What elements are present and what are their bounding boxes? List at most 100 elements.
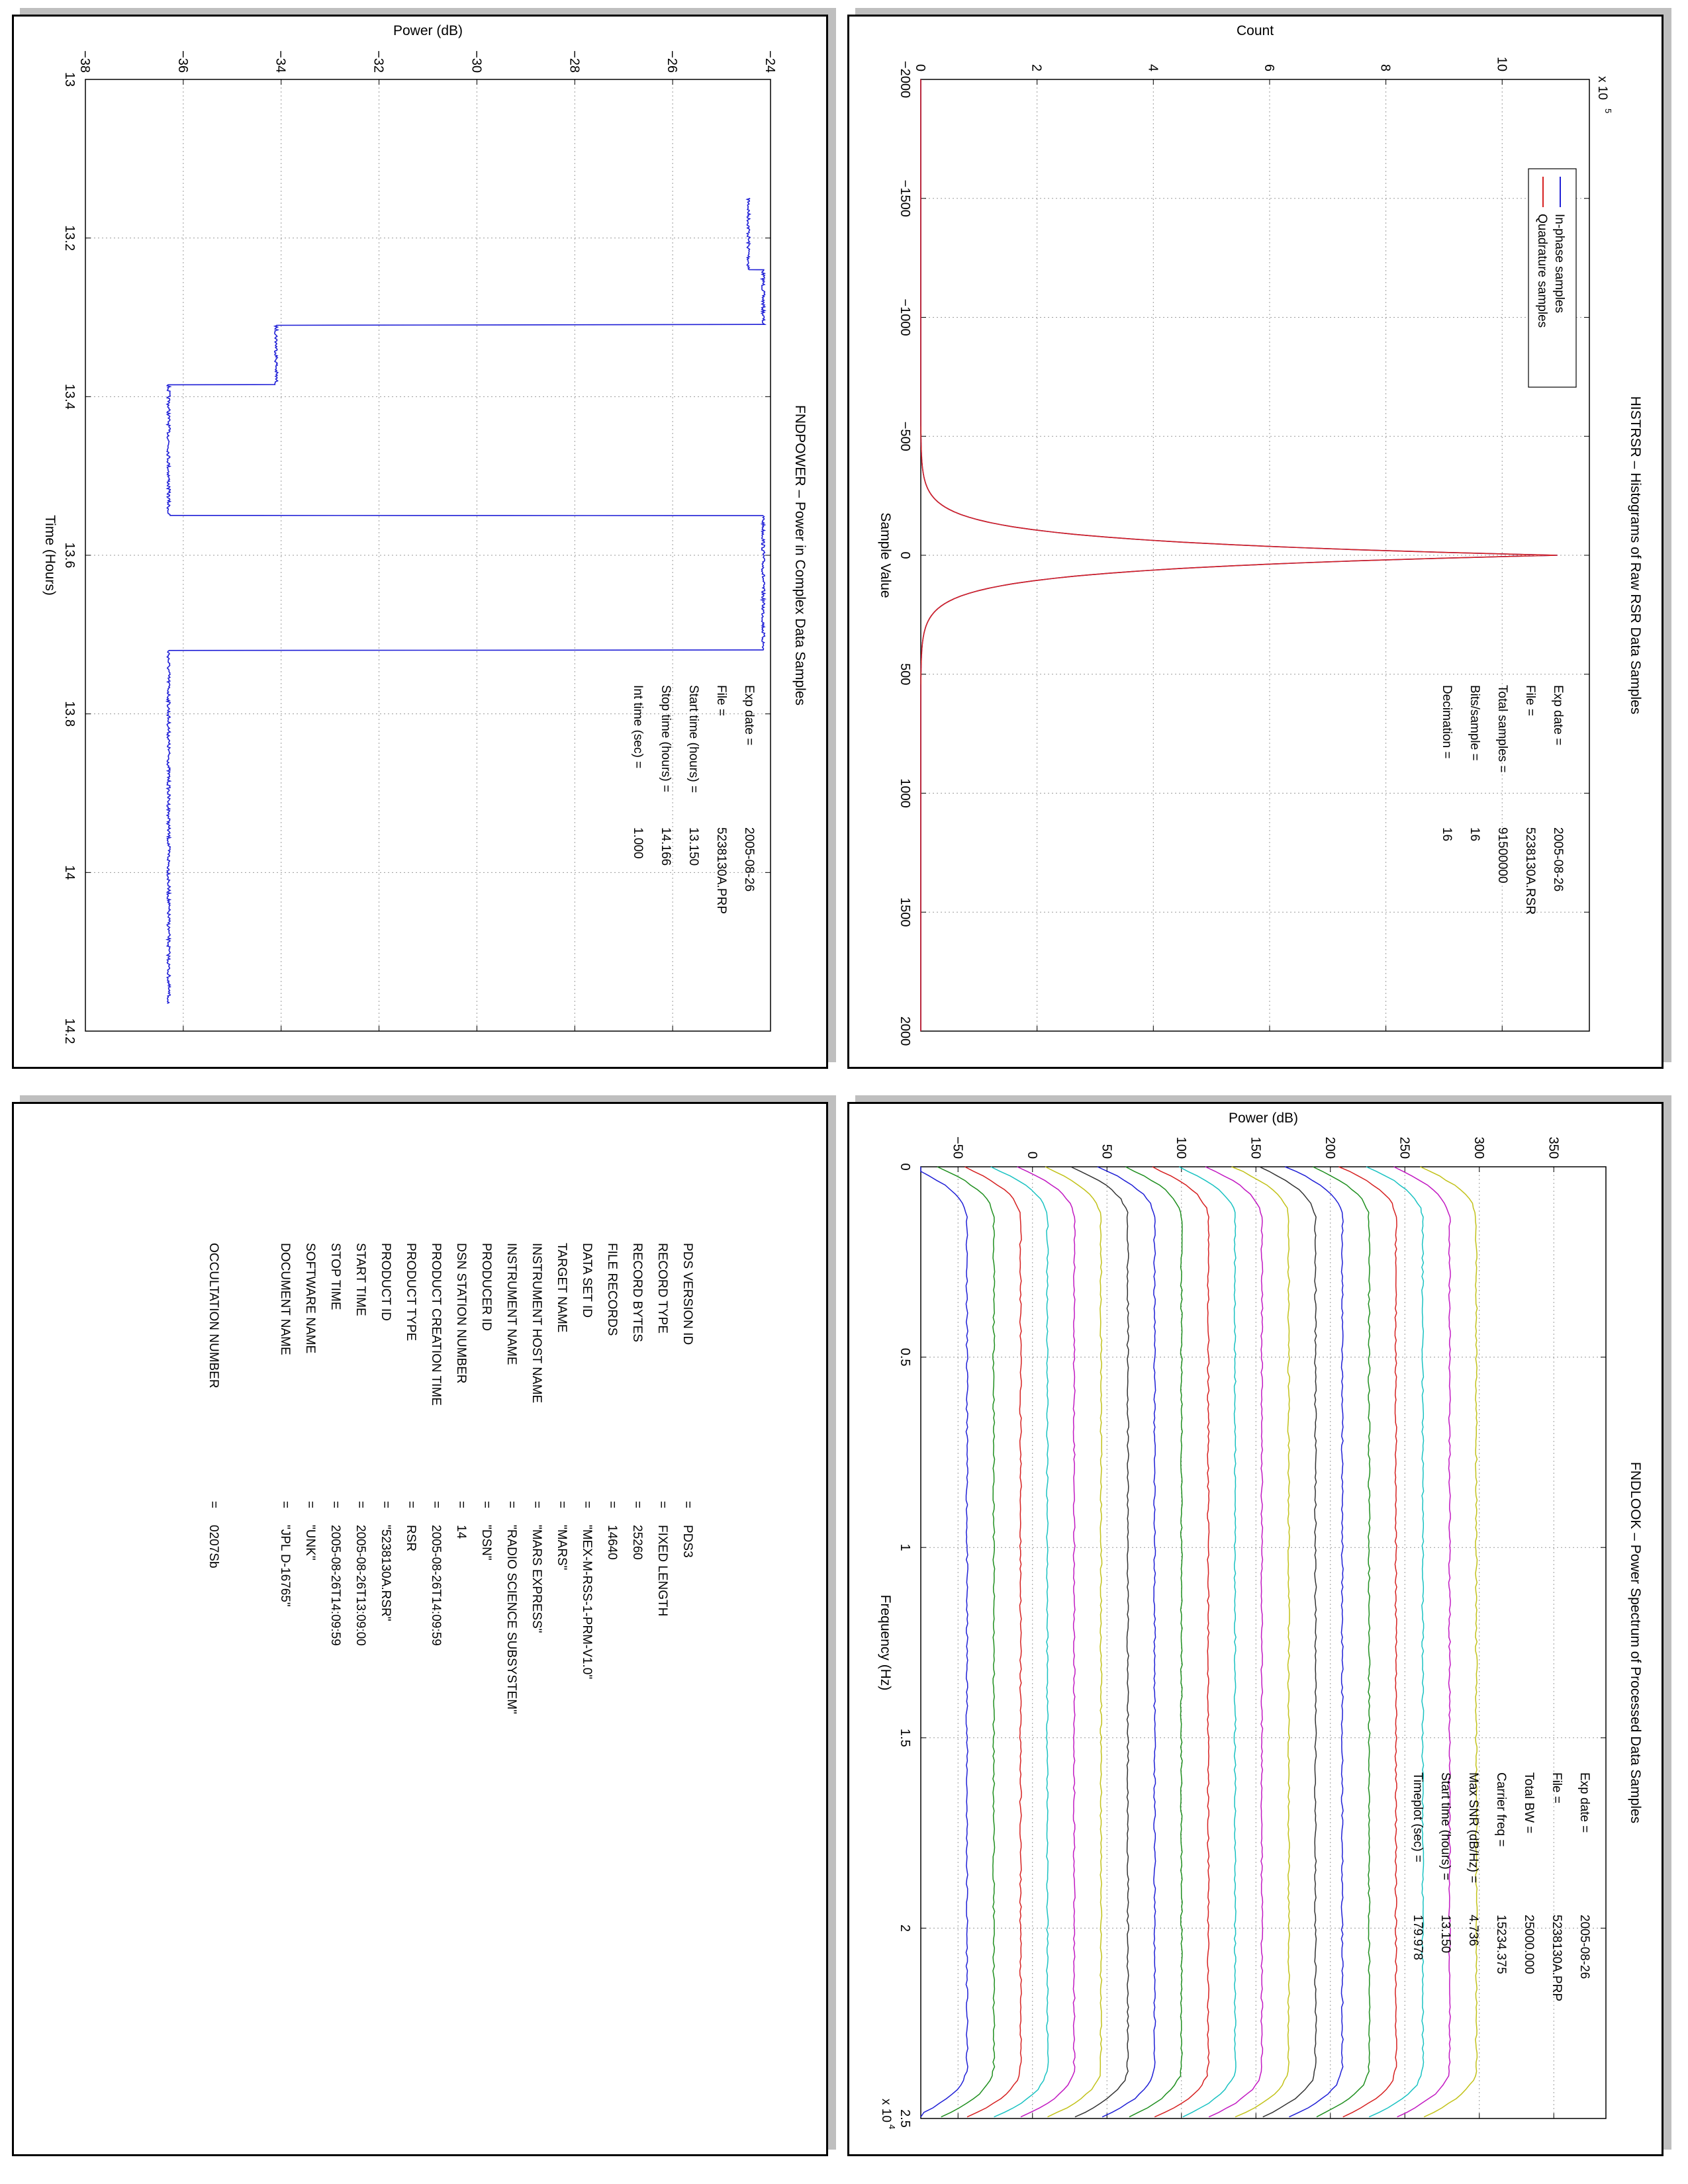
pds-key: PRODUCT TYPE	[404, 1243, 418, 1342]
fndpower-info-label: File =	[714, 685, 728, 716]
spectrum-series-line	[1125, 1166, 1183, 2118]
pds-equals: =	[207, 1501, 220, 1509]
sheet-histrsr: −2000 −1500 −1000 −500 0 500 1000 1500 2000 0 2 4 6 8…	[847, 15, 1664, 1069]
y-tick-label: −36	[175, 50, 190, 73]
y-tick-label: −34	[273, 50, 288, 73]
histrsr-info-label: Total samples =	[1495, 685, 1509, 773]
spectrum-series-line	[1338, 1166, 1397, 2118]
y-tick-label: 300	[1472, 1137, 1486, 1159]
x-exponent-label: x 10	[879, 2099, 893, 2122]
pds-equals: =	[504, 1501, 518, 1509]
pds-equals: =	[655, 1501, 669, 1509]
y-tick-label: −32	[371, 50, 386, 73]
histrsr-info-value: 5238130A.RSR	[1523, 827, 1537, 915]
fndlook-info-label: Carrier freq =	[1494, 1772, 1508, 1846]
x-tick-label: 1000	[898, 778, 912, 808]
x-tick-label: 14	[62, 865, 77, 880]
fndlook-rotator: 0 0.5 1 1.5 2 2.5 −50 0 50 100 150 200 250 300 350 x 10…	[849, 1104, 1662, 2154]
fndlook-info-label: Max SNR (dB/Hz) =	[1466, 1772, 1480, 1883]
plot-frame	[85, 79, 771, 1032]
y-tick-label: 50	[1099, 1144, 1113, 1159]
y-axis-label: Count	[1237, 23, 1274, 38]
x-tick-label: −1000	[898, 298, 912, 336]
pds-equals: =	[278, 1501, 292, 1509]
pds-value: 0207Sb	[207, 1525, 220, 1569]
pds-equals: =	[328, 1501, 342, 1509]
spectrum-series-line	[1097, 1166, 1156, 2118]
pds-equals: =	[530, 1501, 543, 1509]
pds-value: 14640	[605, 1525, 619, 1560]
fndlook-info-label: Total BW =	[1522, 1772, 1536, 1833]
fndpower-chart: 13 13.2 13.4 13.6 13.8 14 14.2 −38 −36 −34 −32 −30 −…	[42, 23, 808, 1044]
pds-equals: =	[605, 1501, 619, 1509]
spectrum-series-line	[1231, 1166, 1290, 2118]
pds-value: "MARS EXPRESS"	[530, 1525, 543, 1633]
chart-title: FNDPOWER – Power in Complex Data Samples	[792, 405, 808, 705]
x-tick-label: 1	[898, 1544, 912, 1551]
histrsr-rotator: −2000 −1500 −1000 −500 0 500 1000 1500 2000 0 2 4 6 8…	[849, 17, 1662, 1067]
x-exponent-power: 4	[887, 2124, 897, 2129]
y-tick-label: 150	[1248, 1137, 1262, 1159]
spectrum-series-line	[990, 1166, 1049, 2118]
x-tick-label: 14.2	[62, 1019, 77, 1044]
pds-equals: =	[429, 1501, 443, 1509]
y-axis-label: Power (dB)	[393, 23, 463, 38]
x-tick-label: 1500	[898, 897, 912, 927]
x-tick-label: −2000	[898, 61, 912, 98]
y-axis-label: Power (dB)	[1229, 1111, 1298, 1126]
pds-row: START TIME = 2005-08-26T13:09:00	[342, 1243, 367, 1714]
fndlook-info-value: 5238130A.PRP	[1550, 1915, 1564, 2001]
pds-equals: =	[454, 1501, 468, 1509]
pds-value: PDS3	[680, 1525, 694, 1558]
x-axis-label: Sample Value	[878, 512, 893, 598]
fndlook-info-value: 15234.375	[1494, 1915, 1508, 1974]
legend-label: In-phase samples	[1552, 214, 1566, 313]
fndlook-info-value: 4.736	[1466, 1915, 1480, 1946]
pds-row: DSN STATION NUMBER = 14	[443, 1243, 468, 1714]
histrsr-info-label: Exp date =	[1551, 685, 1565, 745]
fndlook-info-label: Exp date =	[1577, 1772, 1591, 1833]
pds-value: 2005-08-26T14:09:59	[429, 1525, 443, 1646]
pds-key: STOP TIME	[328, 1243, 342, 1310]
plot-frame	[920, 79, 1590, 1032]
pds-equals: =	[555, 1501, 569, 1509]
fndpower-info-value: 2005-08-26	[742, 827, 756, 891]
fndpower-info-value: 1.000	[631, 827, 645, 859]
spectrum-series-line	[1366, 1166, 1425, 2118]
pds-key: INSTRUMENT HOST NAME	[530, 1243, 543, 1404]
x-tick-label: 0.5	[898, 1348, 912, 1367]
pds-key: DOCUMENT NAME	[278, 1243, 292, 1355]
pds-key: TARGET NAME	[555, 1243, 569, 1333]
pds-key: INSTRUMENT NAME	[504, 1243, 518, 1365]
spectrum-series-line	[1420, 1166, 1478, 2118]
fndpower-info-label: Stop time (hours) =	[659, 685, 673, 792]
pds-value: "MEX-M-RSS-1-PRM-V1.0"	[580, 1525, 594, 1680]
pds-label-table: PDS VERSION ID = PDS3 RECORD TYPE = FIXED LEN…	[195, 1243, 694, 1714]
pds-value: 2005-08-26T14:09:59	[328, 1525, 342, 1646]
x-tick-label: 2	[898, 1925, 912, 1932]
x-tick-label: 2.5	[898, 2109, 912, 2128]
sheet-fndlook: 0 0.5 1 1.5 2 2.5 −50 0 50 100 150 200 250 300 350 x 10…	[847, 1102, 1664, 2156]
spectrum-series-line	[964, 1166, 1022, 2118]
pds-row: INSTRUMENT NAME = "RADIO SCIENCE SUBSYSTEM…	[493, 1243, 518, 1714]
pds-equals: =	[479, 1501, 493, 1509]
fndpower-info-label: Int time (sec) =	[631, 685, 645, 768]
pds-equals: =	[379, 1501, 393, 1509]
pds-value: 25260	[630, 1525, 644, 1560]
histrsr-chart: −2000 −1500 −1000 −500 0 500 1000 1500 2000 0 2 4 6 8…	[878, 23, 1643, 1046]
pds-key: RECORD TYPE	[655, 1243, 669, 1334]
pds-row: DATA SET ID = "MEX-M-RSS-1-PRM-V1.0"	[569, 1243, 594, 1714]
x-tick-label: 13.4	[62, 384, 77, 410]
fndpower-rotator: 13 13.2 13.4 13.6 13.8 14 14.2 −38 −36 −34 −32 −30 −…	[14, 17, 826, 1067]
spectrum-series-line	[1045, 1166, 1103, 2118]
power-series-line	[165, 198, 767, 1004]
pds-value: 2005-08-26T13:09:00	[353, 1525, 367, 1646]
pds-key: PRODUCT ID	[379, 1243, 393, 1321]
legend-label: Quadrature samples	[1535, 214, 1549, 328]
x-tick-label: 1.5	[898, 1729, 912, 1747]
pds-key: START TIME	[353, 1243, 367, 1316]
x-tick-label: 13.8	[62, 701, 77, 727]
pds-value: "DSN"	[479, 1525, 493, 1561]
chart-title: HISTRSR – Histograms of Raw RSR Data Sam…	[1628, 396, 1643, 715]
x-tick-label: 13	[62, 72, 77, 87]
